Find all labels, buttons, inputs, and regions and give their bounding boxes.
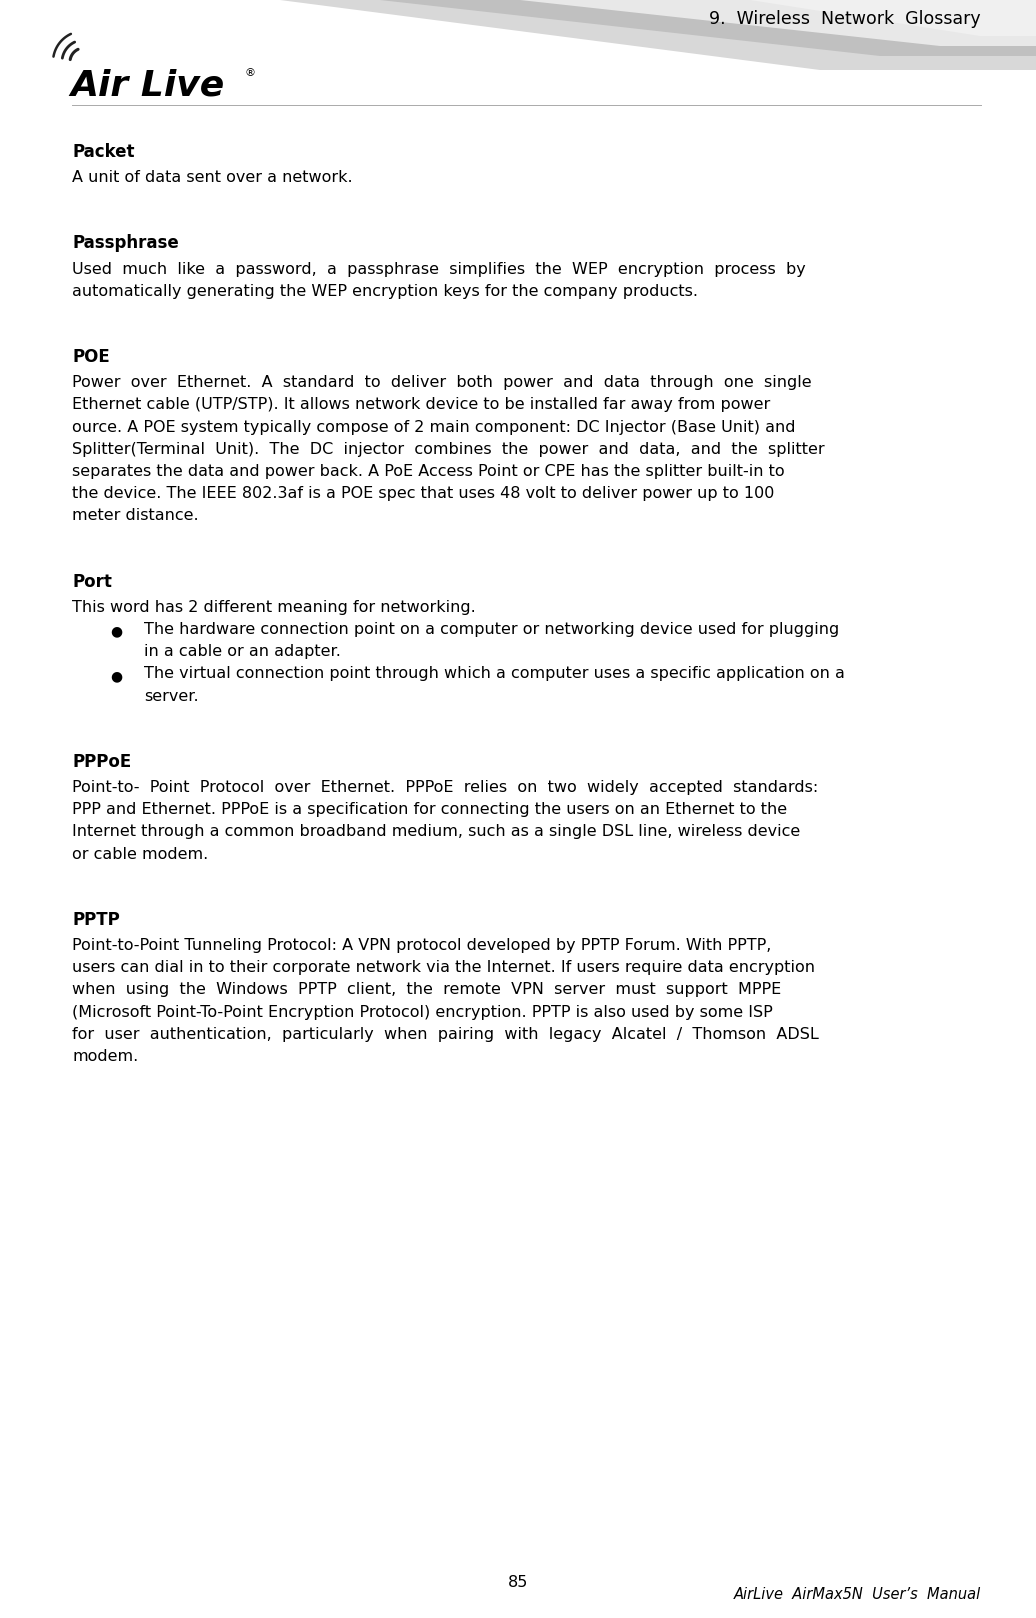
Text: Used  much  like  a  password,  a  passphrase  simplifies  the  WEP  encryption : Used much like a password, a passphrase … <box>71 262 806 277</box>
Polygon shape <box>280 0 1036 70</box>
Text: 85: 85 <box>508 1574 528 1590</box>
Text: PPTP: PPTP <box>71 911 120 929</box>
Text: automatically generating the WEP encryption keys for the company products.: automatically generating the WEP encrypt… <box>71 283 698 299</box>
Text: users can dial in to their corporate network via the Internet. If users require : users can dial in to their corporate net… <box>71 959 815 976</box>
Text: PPPoE: PPPoE <box>71 752 132 770</box>
Text: Point-to-  Point  Protocol  over  Ethernet.  PPPoE  relies  on  two  widely  acc: Point-to- Point Protocol over Ethernet. … <box>71 780 818 794</box>
Text: Air Live: Air Live <box>70 68 224 102</box>
Text: A unit of data sent over a network.: A unit of data sent over a network. <box>71 170 352 184</box>
Text: Power  over  Ethernet.  A  standard  to  deliver  both  power  and  data  throug: Power over Ethernet. A standard to deliv… <box>71 375 811 390</box>
Text: server.: server. <box>144 689 199 704</box>
Text: in a cable or an adapter.: in a cable or an adapter. <box>144 644 341 659</box>
Text: Port: Port <box>71 573 112 591</box>
Text: ource. A POE system typically compose of 2 main component: DC Injector (Base Uni: ource. A POE system typically compose of… <box>71 419 796 435</box>
Text: Ethernet cable (UTP/STP). It allows network device to be installed far away from: Ethernet cable (UTP/STP). It allows netw… <box>71 398 770 413</box>
Text: the device. The IEEE 802.3af is a POE spec that uses 48 volt to deliver power up: the device. The IEEE 802.3af is a POE sp… <box>71 485 774 502</box>
Text: 9.  Wireless  Network  Glossary: 9. Wireless Network Glossary <box>710 10 981 28</box>
Text: ●: ● <box>110 668 122 683</box>
Polygon shape <box>750 0 1036 36</box>
Text: ●: ● <box>110 625 122 639</box>
Text: Point-to-Point Tunneling Protocol: A VPN protocol developed by PPTP Forum. With : Point-to-Point Tunneling Protocol: A VPN… <box>71 938 772 953</box>
Text: or cable modem.: or cable modem. <box>71 846 208 862</box>
Text: Internet through a common broadband medium, such as a single DSL line, wireless : Internet through a common broadband medi… <box>71 825 800 840</box>
Text: Packet: Packet <box>71 142 135 162</box>
Text: for  user  authentication,  particularly  when  pairing  with  legacy  Alcatel  : for user authentication, particularly wh… <box>71 1027 818 1042</box>
Polygon shape <box>380 0 1036 57</box>
Text: The hardware connection point on a computer or networking device used for pluggi: The hardware connection point on a compu… <box>144 621 839 637</box>
Text: Splitter(Terminal  Unit).  The  DC  injector  combines  the  power  and  data,  : Splitter(Terminal Unit). The DC injector… <box>71 442 825 456</box>
Text: The virtual connection point through which a computer uses a specific applicatio: The virtual connection point through whi… <box>144 667 845 681</box>
Text: AirLive  AirMax5N  User’s  Manual: AirLive AirMax5N User’s Manual <box>733 1587 981 1602</box>
Polygon shape <box>520 0 1036 45</box>
Text: modem.: modem. <box>71 1048 138 1065</box>
Text: meter distance.: meter distance. <box>71 508 199 523</box>
Text: when  using  the  Windows  PPTP  client,  the  remote  VPN  server  must  suppor: when using the Windows PPTP client, the … <box>71 982 781 997</box>
Text: (Microsoft Point-To-Point Encryption Protocol) encryption. PPTP is also used by : (Microsoft Point-To-Point Encryption Pro… <box>71 1005 773 1019</box>
Text: Passphrase: Passphrase <box>71 235 179 252</box>
Text: This word has 2 different meaning for networking.: This word has 2 different meaning for ne… <box>71 600 476 615</box>
Text: ®: ® <box>244 68 255 78</box>
Text: POE: POE <box>71 348 110 366</box>
Text: separates the data and power back. A PoE Access Point or CPE has the splitter bu: separates the data and power back. A PoE… <box>71 464 784 479</box>
Text: PPP and Ethernet. PPPoE is a specification for connecting the users on an Ethern: PPP and Ethernet. PPPoE is a specificati… <box>71 803 787 817</box>
